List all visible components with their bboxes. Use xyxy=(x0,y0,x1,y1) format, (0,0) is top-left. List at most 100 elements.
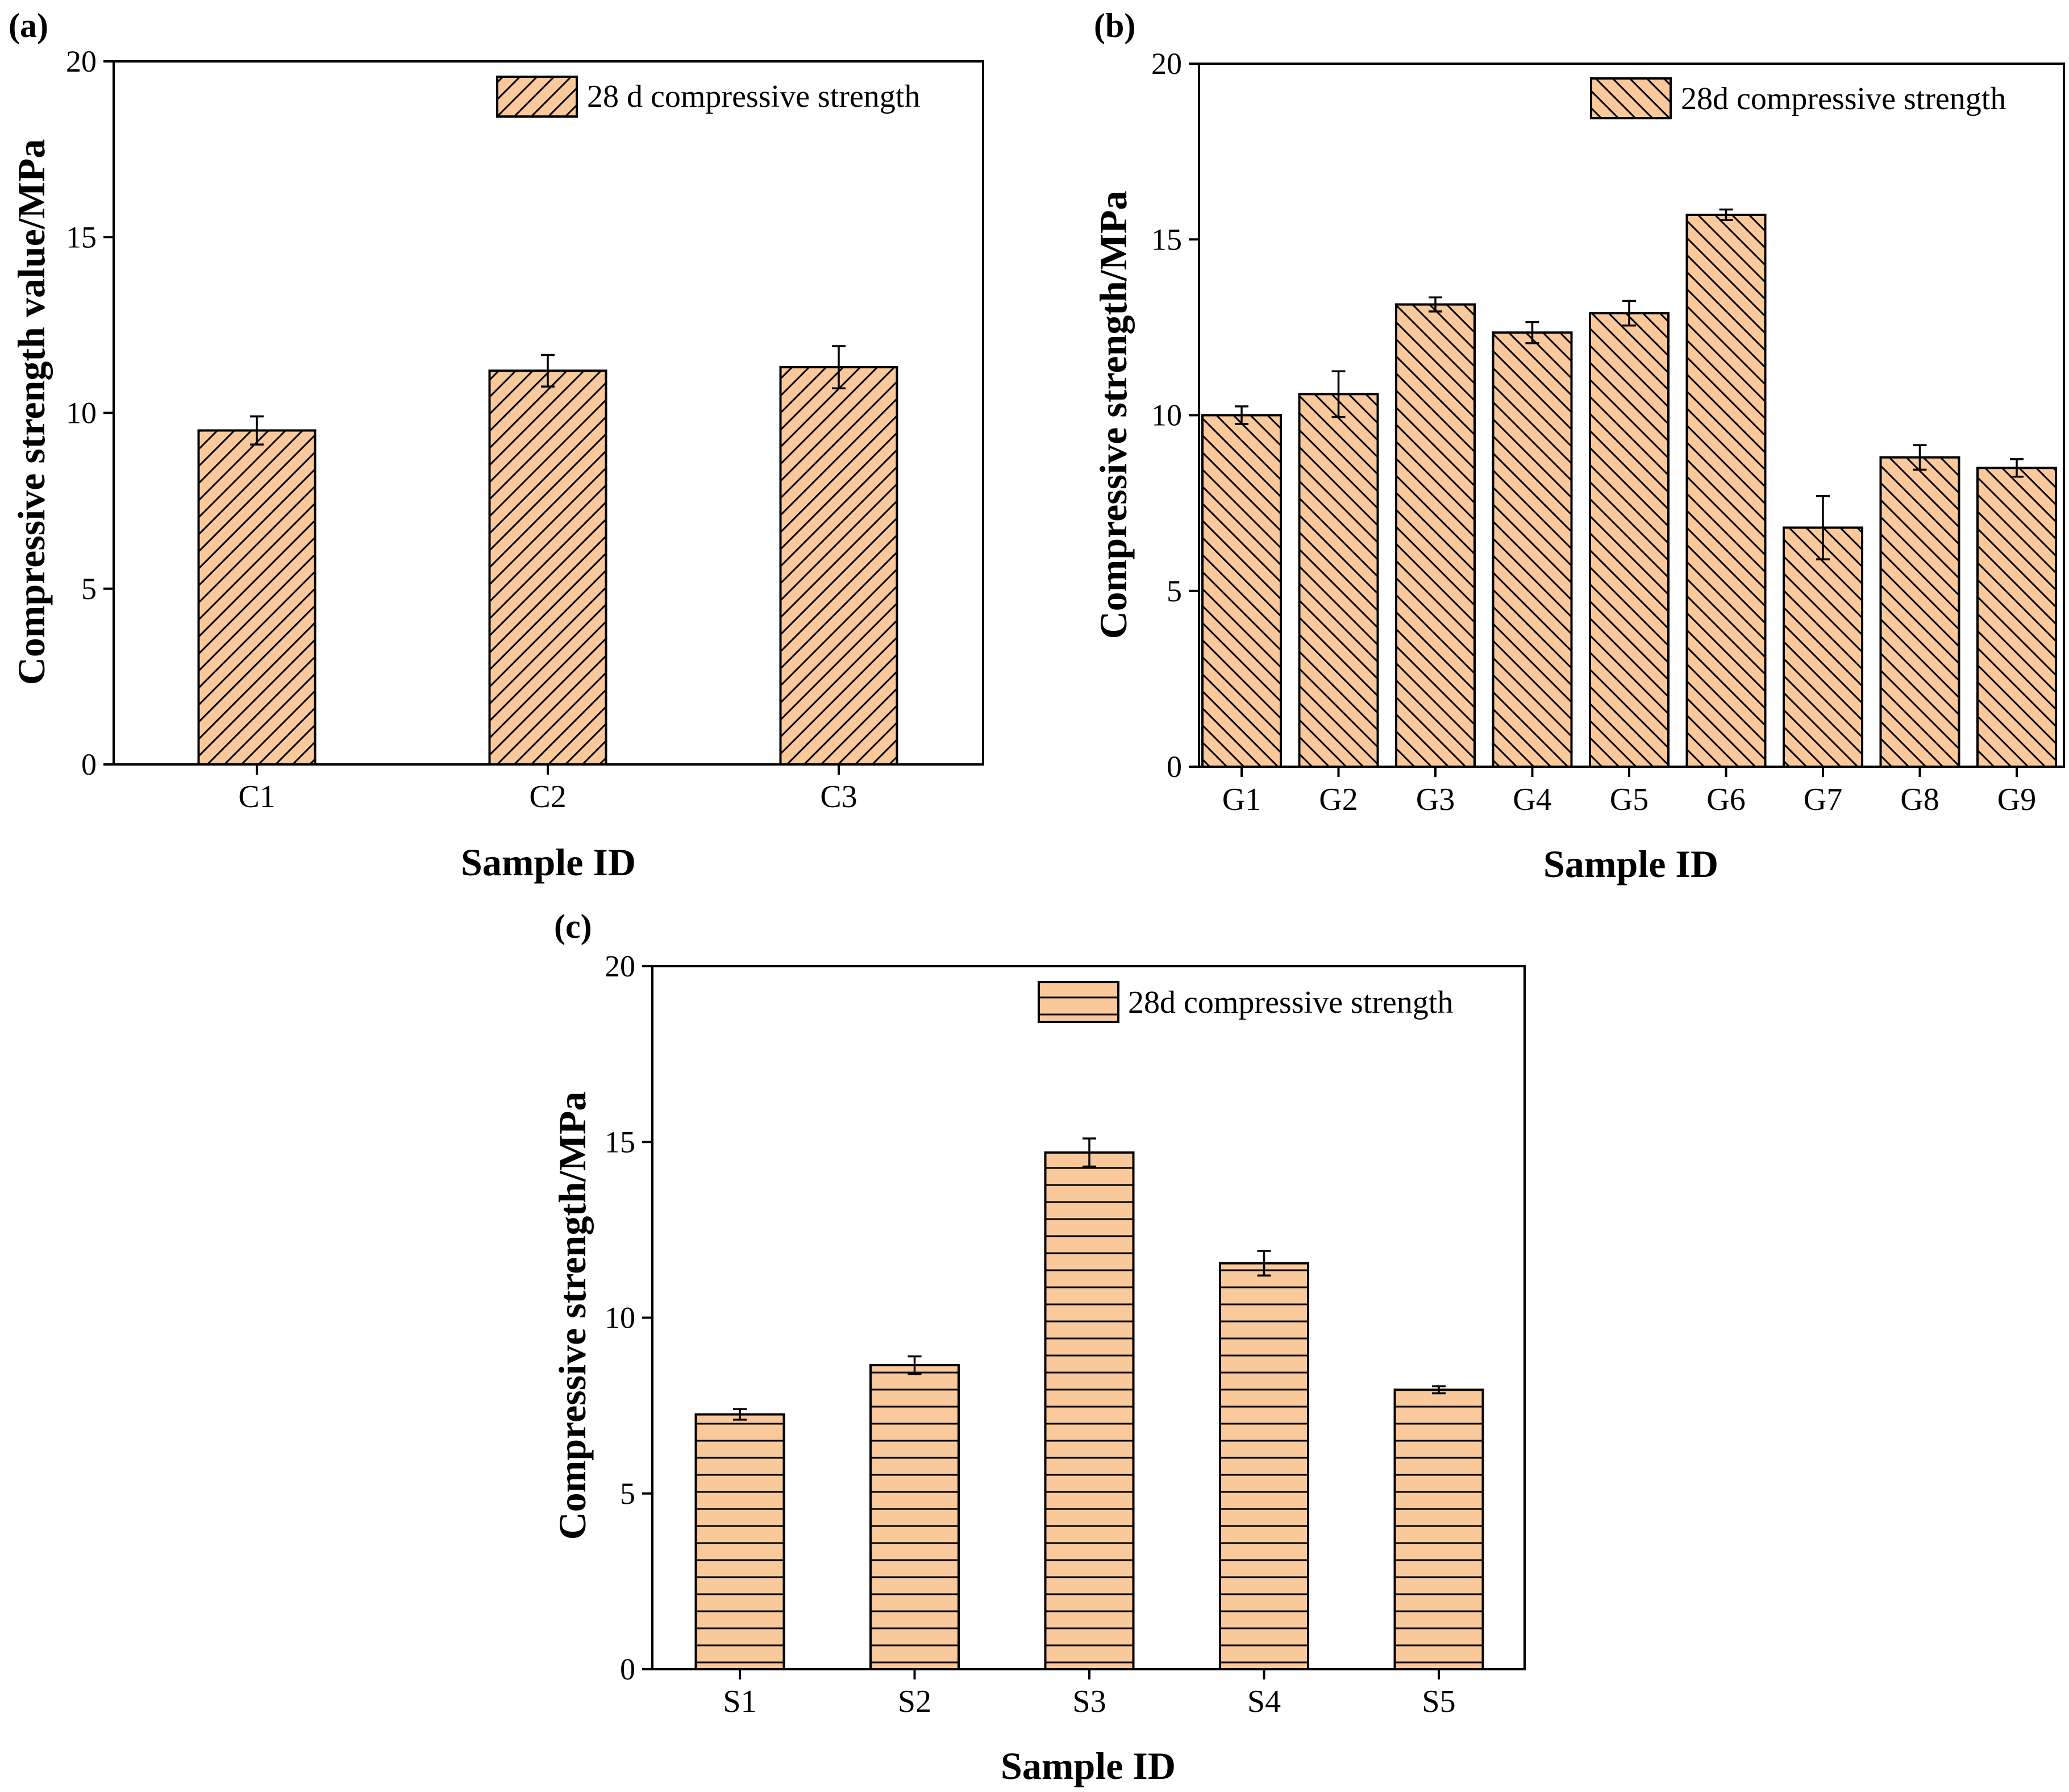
bar-G8 xyxy=(1879,456,1960,768)
x-tick-label-S2: S2 xyxy=(898,1684,931,1719)
x-tick-label-S4: S4 xyxy=(1247,1684,1281,1719)
bar-G7 xyxy=(1783,526,1863,768)
error-bar-S3 xyxy=(1083,1137,1096,1168)
y-tick-label-c-2: 10 xyxy=(605,1301,635,1335)
x-tick-label-C1: C1 xyxy=(238,779,275,814)
bar-G6 xyxy=(1685,213,1767,768)
x-ticks-b: G1 G2 G3 G4 G5 G6 G7 G8 G9 xyxy=(1222,767,2036,817)
y-tick-label-b-0: 0 xyxy=(1167,750,1182,784)
y-tick-label-b-4: 20 xyxy=(1151,47,1182,81)
panel-label-b: (b) xyxy=(1094,7,1135,44)
bar-G1 xyxy=(1201,414,1282,768)
error-bar-S4 xyxy=(1257,1250,1271,1277)
y-tick-label-c-1: 5 xyxy=(620,1477,635,1511)
bar-S5 xyxy=(1393,1388,1484,1670)
error-bar-G9 xyxy=(2010,458,2024,478)
bars-a xyxy=(197,345,898,766)
legend-label-a: 28 d compressive strength xyxy=(587,79,920,114)
bar-S2 xyxy=(869,1363,960,1671)
error-bar-S1 xyxy=(733,1408,747,1421)
bar-G4 xyxy=(1492,331,1573,768)
x-tick-label-S1: S1 xyxy=(723,1684,756,1719)
x-axis-title-c: Sample ID xyxy=(1001,1744,1176,1787)
error-bar-S5 xyxy=(1432,1385,1446,1395)
y-tick-label-b-1: 5 xyxy=(1167,574,1182,608)
error-bar-G8 xyxy=(1913,444,1927,471)
x-axis-title-b: Sample ID xyxy=(1543,842,1718,885)
bar-C2 xyxy=(488,369,607,766)
panel-label-a: (a) xyxy=(9,7,48,44)
bars-c xyxy=(694,1137,1484,1671)
y-axis-title-b: Compressive strength/MPa xyxy=(1092,191,1135,639)
y-tick-label-b-2: 10 xyxy=(1151,398,1182,433)
error-bar-G2 xyxy=(1331,370,1346,418)
x-tick-label-G6: G6 xyxy=(1706,782,1745,817)
y-tick-label-a-2: 10 xyxy=(66,396,97,430)
error-bar-G1 xyxy=(1235,405,1248,425)
plot-frame-a xyxy=(113,60,984,766)
error-bar-C2 xyxy=(541,354,555,388)
y-ticks-c: 0 5 10 15 20 xyxy=(605,949,652,1686)
y-tick-label-a-0: 0 xyxy=(81,747,97,781)
x-tick-label-G5: G5 xyxy=(1610,782,1648,817)
x-tick-label-G1: G1 xyxy=(1222,782,1261,817)
x-tick-label-G9: G9 xyxy=(1997,782,2036,817)
chart-panel-c: (c) Compressive strength/MPa Sample ID 0… xyxy=(551,908,1526,1787)
bar-G9 xyxy=(1976,467,2057,768)
y-tick-label-b-3: 15 xyxy=(1151,222,1182,256)
y-ticks-a: 0 5 10 15 20 xyxy=(66,44,114,781)
y-tick-label-c-0: 0 xyxy=(620,1652,635,1686)
bar-G2 xyxy=(1298,393,1379,768)
legend-c: 28d compressive strength xyxy=(1038,981,1453,1023)
bar-C1 xyxy=(197,429,317,766)
error-bar-C1 xyxy=(250,415,264,446)
x-tick-label-G7: G7 xyxy=(1804,782,1842,817)
x-tick-label-S5: S5 xyxy=(1422,1684,1455,1719)
bar-S4 xyxy=(1219,1262,1309,1671)
legend-swatch-b xyxy=(1590,77,1672,119)
error-bar-G5 xyxy=(1622,300,1636,327)
chart-panel-a: (a) Compressive strength value/MPa Sampl… xyxy=(9,7,984,884)
y-tick-label-c-3: 15 xyxy=(605,1125,635,1159)
y-tick-label-a-3: 15 xyxy=(66,220,97,254)
plot-frame-b xyxy=(1198,63,2065,768)
x-tick-label-C3: C3 xyxy=(820,779,857,814)
error-bar-G3 xyxy=(1429,296,1442,313)
x-tick-label-G4: G4 xyxy=(1513,782,1551,817)
error-bar-G6 xyxy=(1719,208,1733,221)
bars-b xyxy=(1201,208,2057,768)
y-tick-label-a-1: 5 xyxy=(81,572,97,606)
x-axis-title-a: Sample ID xyxy=(461,841,636,884)
x-tick-label-C2: C2 xyxy=(529,779,566,814)
legend-swatch-c xyxy=(1038,981,1119,1023)
x-tick-label-S3: S3 xyxy=(1072,1684,1106,1719)
x-ticks-a: C1 C2 C3 xyxy=(238,764,857,814)
error-bar-S2 xyxy=(907,1355,922,1375)
y-tick-label-a-4: 20 xyxy=(66,44,97,78)
legend-label-b: 28d compressive strength xyxy=(1681,81,2006,117)
bar-S1 xyxy=(694,1413,785,1670)
legend-b: 28d compressive strength xyxy=(1590,77,2006,119)
legend-label-c: 28d compressive strength xyxy=(1128,985,1453,1020)
x-tick-label-G8: G8 xyxy=(1900,782,1939,817)
x-tick-label-G2: G2 xyxy=(1319,782,1358,817)
panel-label-c: (c) xyxy=(554,908,592,945)
chart-panel-b: (b) Compressive strength/MPa Sample ID 0… xyxy=(1092,7,2065,885)
x-tick-label-G3: G3 xyxy=(1416,782,1455,817)
legend-swatch-a xyxy=(496,76,578,118)
bar-G5 xyxy=(1589,312,1670,768)
y-tick-label-c-4: 20 xyxy=(605,949,635,983)
error-bar-C3 xyxy=(832,345,846,389)
error-bar-G4 xyxy=(1525,321,1539,344)
bar-C3 xyxy=(779,366,898,766)
bar-S3 xyxy=(1044,1151,1135,1671)
x-ticks-c: S1 S2 S3 S4 S5 xyxy=(723,1669,1456,1719)
y-ticks-b: 0 5 10 15 20 xyxy=(1151,47,1199,784)
plot-frame-c xyxy=(651,965,1526,1670)
y-axis-title-c: Compressive strength/MPa xyxy=(551,1092,594,1540)
y-axis-title-a: Compressive strength value/MPa xyxy=(10,139,53,685)
legend-a: 28 d compressive strength xyxy=(496,76,920,118)
error-bar-G7 xyxy=(1816,495,1830,560)
bar-G3 xyxy=(1395,303,1476,768)
